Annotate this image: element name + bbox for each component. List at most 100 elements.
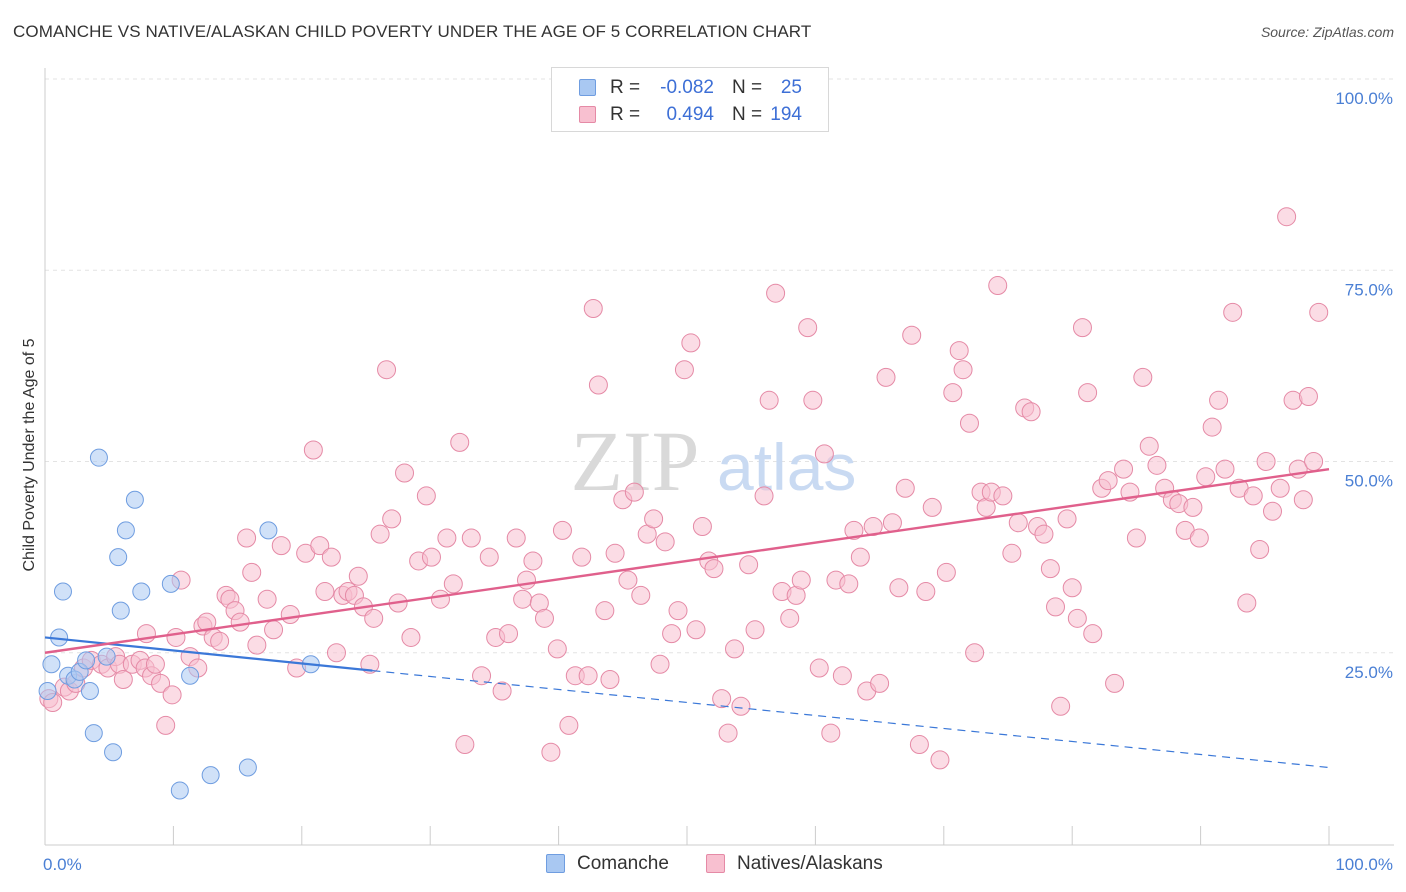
data-point <box>832 666 852 686</box>
data-point <box>930 750 950 770</box>
data-point <box>1072 318 1092 338</box>
legend-r-label: R = <box>610 104 641 125</box>
data-point <box>731 696 751 716</box>
data-point <box>739 555 759 575</box>
data-point <box>1250 539 1270 559</box>
data-point <box>443 574 463 594</box>
data-point <box>631 585 651 605</box>
data-point <box>326 643 346 663</box>
data-point <box>803 390 823 410</box>
data-point <box>1270 478 1290 498</box>
data-point <box>321 547 341 567</box>
data-point <box>745 620 765 640</box>
data-point <box>315 582 335 602</box>
data-point <box>97 647 116 666</box>
legend-r-value: -0.082 <box>660 77 714 98</box>
data-point <box>1105 673 1125 693</box>
data-point <box>588 375 608 395</box>
data-point <box>166 627 186 647</box>
data-point <box>1243 486 1263 506</box>
data-point <box>125 490 144 509</box>
data-point <box>1277 207 1297 227</box>
data-point <box>271 536 291 556</box>
chart-title: COMANCHE VS NATIVE/ALASKAN CHILD POVERTY… <box>13 22 812 41</box>
data-point <box>303 440 323 460</box>
data-point <box>382 509 402 529</box>
data-point <box>1215 459 1235 479</box>
data-point <box>53 582 72 601</box>
data-point <box>814 444 834 464</box>
data-point <box>1209 390 1229 410</box>
bottom-legend-swatch-comanche <box>546 854 565 873</box>
data-point <box>882 513 902 533</box>
bottom-legend-label-natives-alaskans: Natives/Alaskans <box>737 853 883 874</box>
data-point <box>499 624 519 644</box>
data-point <box>1223 302 1243 322</box>
data-point <box>547 639 567 659</box>
y-tick-label: 50.0% <box>1345 472 1393 491</box>
data-point <box>492 681 512 701</box>
data-point <box>348 566 368 586</box>
legend-n-label: N = <box>732 77 763 98</box>
data-point <box>692 517 712 537</box>
data-point <box>870 673 890 693</box>
data-point <box>541 742 561 762</box>
data-point <box>759 390 779 410</box>
x-tick-label-max: 100.0% <box>1335 855 1393 874</box>
data-point <box>681 333 701 353</box>
data-point <box>111 601 130 620</box>
data-point <box>552 520 572 540</box>
data-point <box>916 582 936 602</box>
data-point <box>1189 528 1209 548</box>
data-point <box>523 551 543 571</box>
data-point <box>116 521 135 540</box>
data-point <box>364 608 384 628</box>
data-point <box>1139 436 1159 456</box>
data-point <box>578 666 598 686</box>
data-point <box>1298 386 1318 406</box>
legend-n-value: 194 <box>770 104 802 125</box>
trend-line-comanche <box>44 636 373 672</box>
data-point <box>109 548 128 567</box>
data-point <box>766 283 786 303</box>
data-point <box>506 528 526 548</box>
data-point <box>1256 452 1276 471</box>
data-point <box>889 578 909 598</box>
data-point <box>686 620 706 640</box>
data-point <box>377 360 397 380</box>
data-point <box>655 532 675 552</box>
data-point <box>1237 593 1257 613</box>
data-point <box>104 743 123 762</box>
data-point <box>181 666 200 685</box>
data-point <box>902 325 922 345</box>
data-point <box>909 735 929 755</box>
data-point <box>844 520 864 540</box>
data-point <box>850 547 870 567</box>
trend-line-natives-alaskans <box>44 467 1330 654</box>
data-point <box>959 413 979 433</box>
data-point <box>712 689 732 709</box>
data-point <box>644 509 664 529</box>
data-point <box>401 627 421 647</box>
data-point <box>1083 624 1103 644</box>
y-tick-label: 25.0% <box>1345 663 1393 682</box>
data-point <box>1062 578 1082 598</box>
data-point <box>170 781 189 800</box>
data-point <box>780 608 800 628</box>
data-point <box>1046 597 1066 617</box>
data-point <box>1021 402 1041 422</box>
data-point <box>791 570 811 590</box>
data-point <box>949 341 969 361</box>
legend-r-label: R = <box>610 77 641 98</box>
data-point <box>77 651 96 670</box>
data-point <box>437 528 457 548</box>
data-point <box>895 478 915 498</box>
data-point <box>1034 524 1054 544</box>
data-point <box>145 654 165 674</box>
data-point <box>416 486 436 506</box>
data-point <box>583 299 603 318</box>
data-point <box>113 670 133 690</box>
data-point <box>151 673 171 693</box>
data-point <box>1078 383 1098 403</box>
